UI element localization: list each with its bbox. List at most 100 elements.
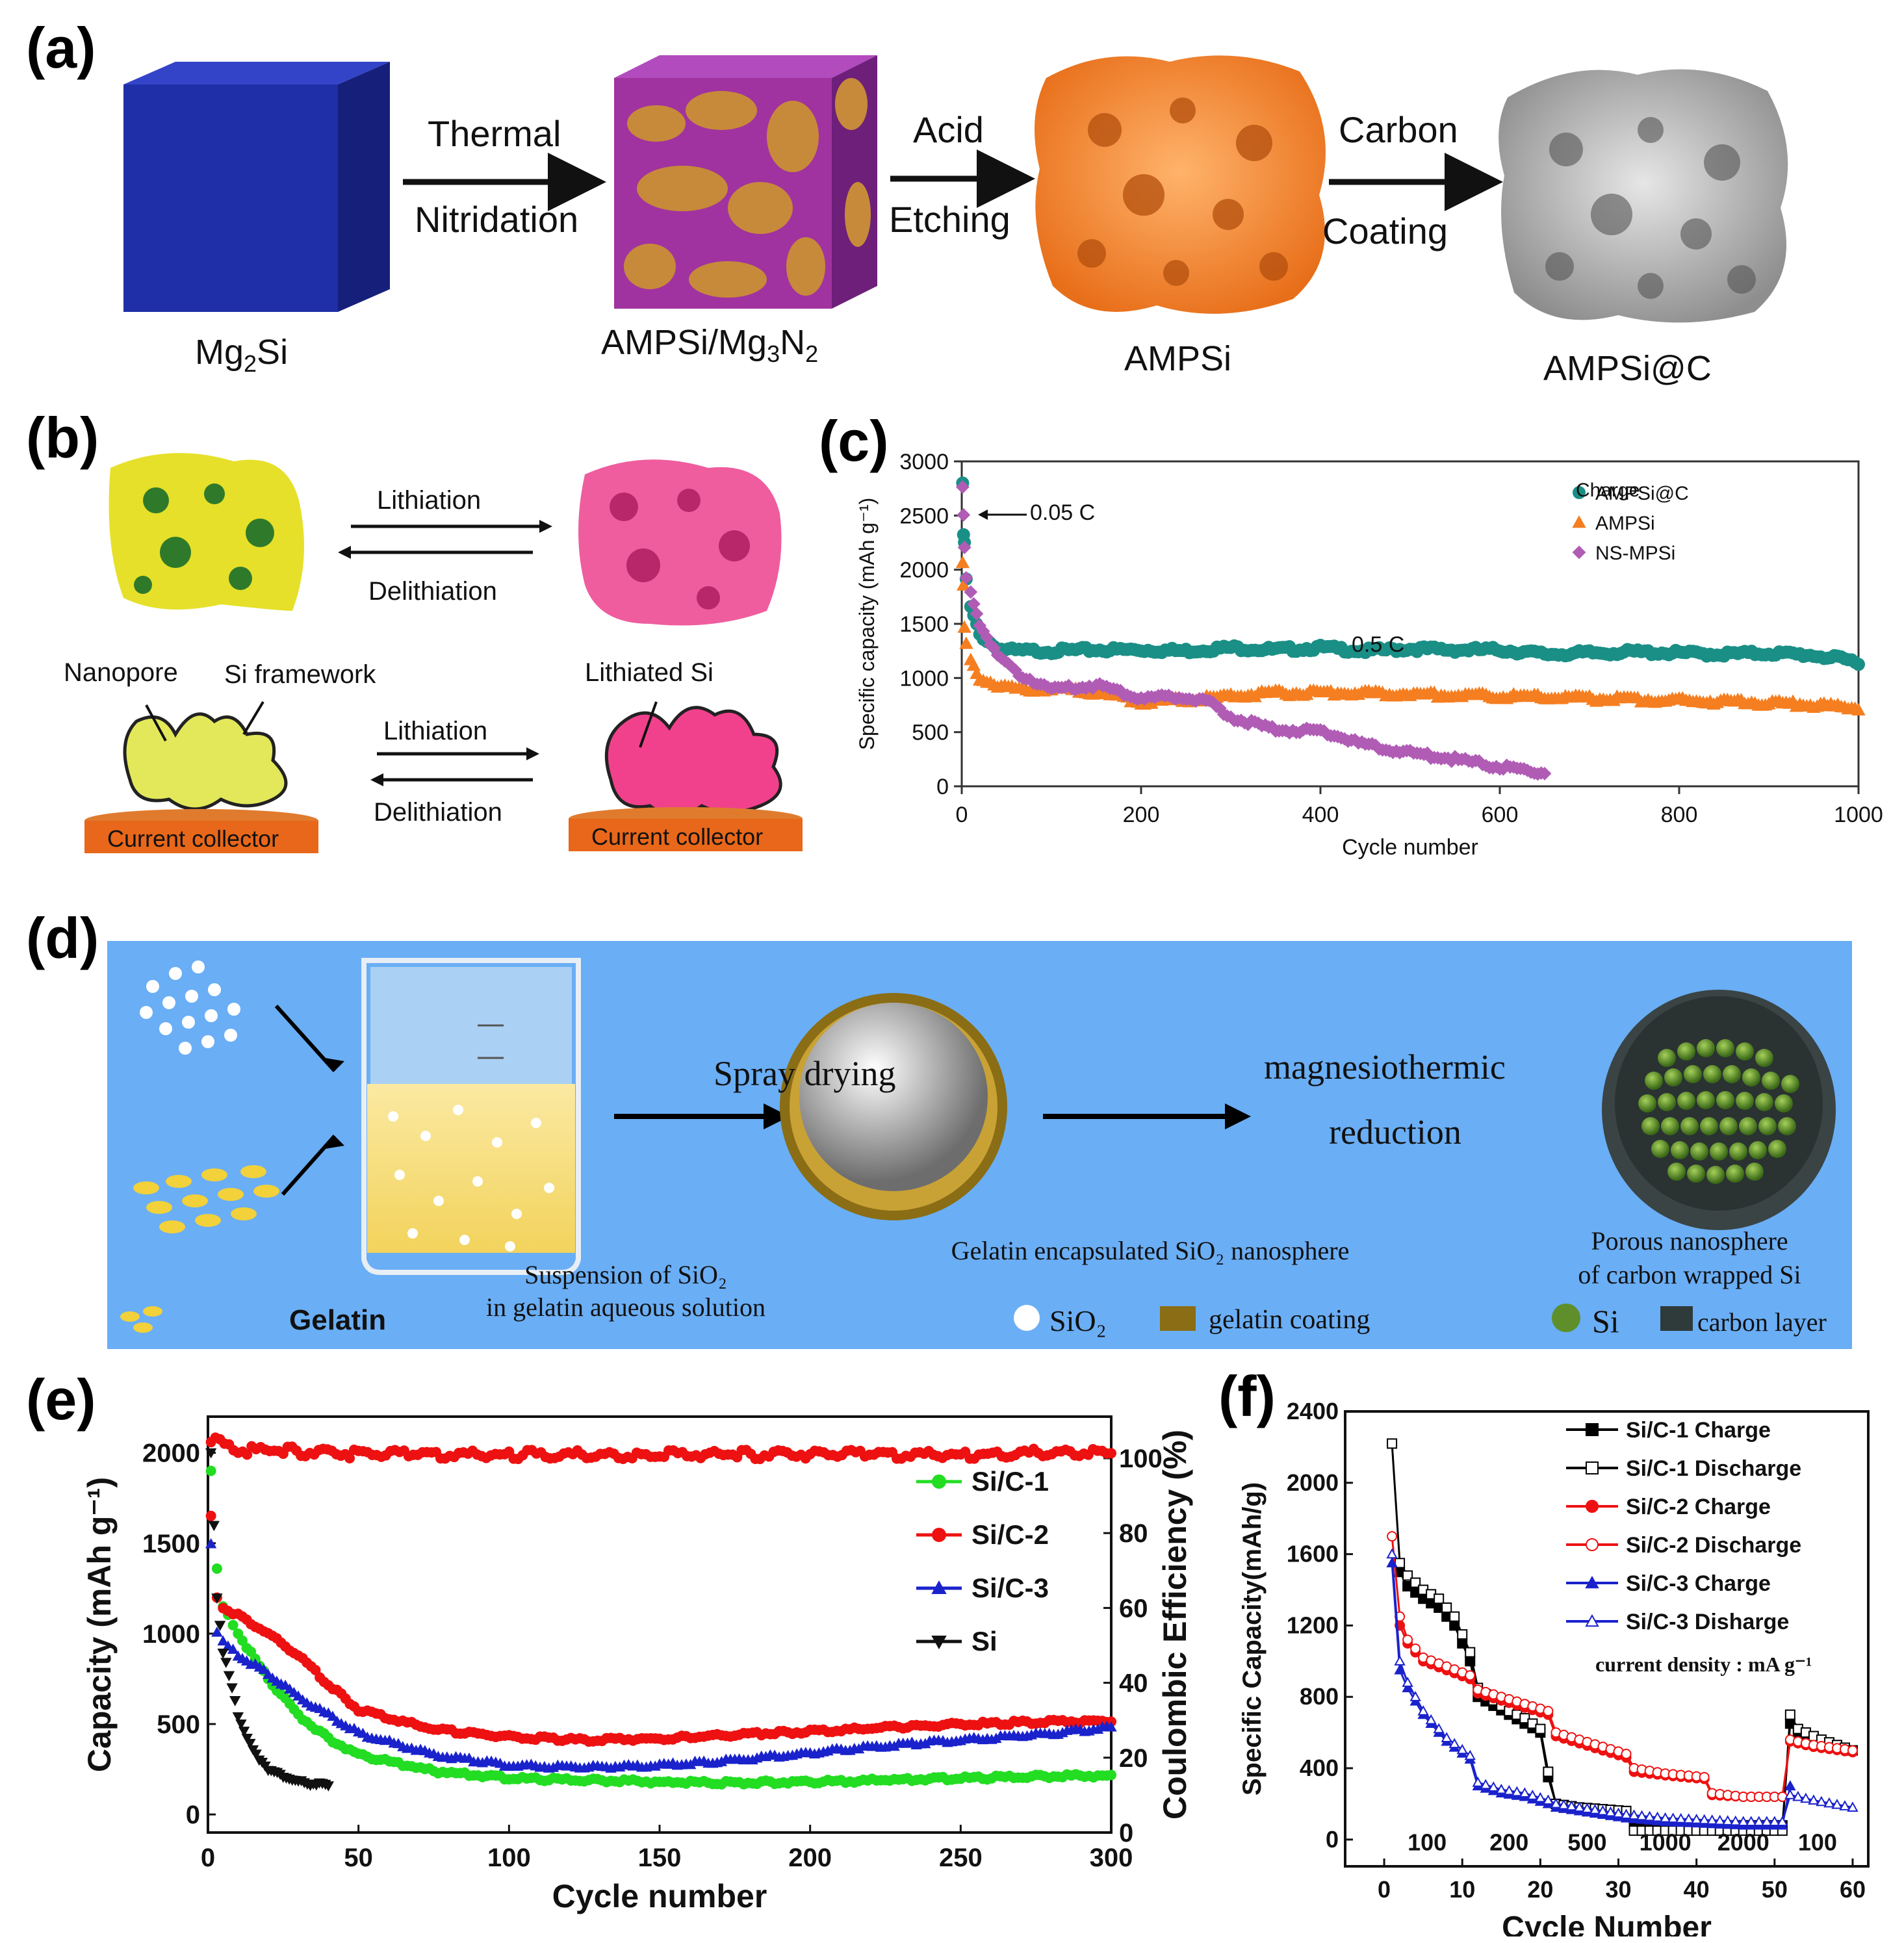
f-point-Si/C-3 Disharge bbox=[1831, 1798, 1843, 1809]
f-point-Si/C-3 Disharge bbox=[1847, 1801, 1859, 1812]
f-point-Si/C-3 Disharge bbox=[1425, 1714, 1437, 1725]
c-legend-title: Charge bbox=[1576, 480, 1640, 501]
beaker-icon bbox=[361, 958, 581, 1275]
arrow-a1-top: Thermal bbox=[428, 113, 561, 154]
e-xtick-label: 50 bbox=[344, 1844, 373, 1872]
f-xtick-label: 20 bbox=[1527, 1876, 1553, 1903]
legend-si-marker bbox=[1552, 1304, 1580, 1332]
lithiated-si-blob bbox=[604, 706, 782, 817]
f-point-Si/C-3 Disharge bbox=[1433, 1723, 1445, 1734]
e-y2tick-label: 0 bbox=[1119, 1819, 1133, 1847]
e-point-Si/C-3 bbox=[217, 1635, 229, 1646]
f-point-Si/C-3 Disharge bbox=[1777, 1816, 1788, 1826]
e-point-Si bbox=[322, 1781, 335, 1792]
f-point-Si/C-3 Disharge bbox=[1511, 1786, 1523, 1797]
f-point-Si/C-3 Disharge bbox=[1769, 1816, 1781, 1826]
e-xlabel: Cycle number bbox=[552, 1878, 767, 1914]
f-point-Si/C-3 Disharge bbox=[1636, 1810, 1648, 1821]
e-point-Si/C-3 bbox=[327, 1710, 339, 1721]
c-xtick-label: 0 bbox=[956, 803, 968, 827]
f-point-Si/C-3 Disharge bbox=[1620, 1808, 1632, 1819]
f-xtick-label: 30 bbox=[1605, 1876, 1631, 1903]
c-point-NS-MPSi bbox=[959, 571, 973, 585]
e-point-Si/C-3 bbox=[211, 1627, 223, 1637]
lithiated-foam-pink bbox=[578, 459, 782, 626]
c-point-AMPSi bbox=[959, 636, 973, 649]
e-ytick-label: 1000 bbox=[142, 1620, 200, 1649]
f-rate-label: 200 bbox=[1489, 1829, 1528, 1855]
f-legend-marker-Si/C-2 Discharge bbox=[1586, 1538, 1599, 1551]
c-ytick-label: 1500 bbox=[899, 612, 949, 637]
d-porous-2: of carbon wrapped Si bbox=[1578, 1260, 1801, 1289]
gelatin-sphere bbox=[780, 980, 1007, 1240]
e-point-Si/C-3 bbox=[222, 1640, 234, 1651]
f-point-Si/C-3 Disharge bbox=[1730, 1815, 1742, 1826]
f-point-Si/C-3 Charge bbox=[1784, 1780, 1796, 1791]
f-legend-label: Si/C-2 Discharge bbox=[1626, 1533, 1801, 1558]
f-point-Si/C-1 Discharge bbox=[1434, 1593, 1445, 1604]
f-point-Si/C-3 Disharge bbox=[1839, 1800, 1851, 1810]
c-ytick-label: 1000 bbox=[899, 666, 949, 691]
f-point-Si/C-2 Discharge bbox=[1543, 1706, 1554, 1717]
e-point-Si/C-3 bbox=[205, 1538, 217, 1549]
carbon-bowl bbox=[1602, 990, 1836, 1230]
current-collector-left bbox=[84, 821, 318, 853]
f-xlabel: Cycle Number bbox=[1502, 1911, 1712, 1937]
f-ylabel: Specific Capacity(mAh/g) bbox=[1238, 1482, 1267, 1795]
f-xtick-label: 40 bbox=[1684, 1876, 1710, 1903]
f-point-Si/C-1 Discharge bbox=[1449, 1611, 1460, 1622]
d-gelatin-caption: Gelatin encapsulated SiO₂ nanosphere bbox=[951, 1236, 1350, 1265]
c-ylabel: Specific capacity (mAh g⁻¹) bbox=[855, 498, 879, 751]
f-legend-label: Si/C-1 Charge bbox=[1626, 1418, 1771, 1443]
e-point-Coulombic Efficiency bbox=[344, 1452, 355, 1463]
e-point-Si bbox=[223, 1671, 235, 1682]
panel-a-diagram bbox=[123, 55, 1788, 323]
f-legend-label: Si/C-1 Discharge bbox=[1626, 1456, 1801, 1481]
e-point-Si/C-3 bbox=[357, 1727, 369, 1738]
f-point-Si/C-3 Disharge bbox=[1565, 1800, 1578, 1811]
f-point-Si/C-3 Disharge bbox=[1448, 1738, 1460, 1749]
e-legend-marker-Si/C-3 bbox=[931, 1580, 947, 1594]
f-point-Si/C-3 Disharge bbox=[1800, 1792, 1812, 1803]
e-legend-marker-Si/C-1 bbox=[932, 1474, 946, 1489]
f-point-Si/C-3 Disharge bbox=[1495, 1783, 1507, 1794]
f-point-Si/C-3 Disharge bbox=[1808, 1794, 1820, 1805]
f-point-Si/C-3 Disharge bbox=[1698, 1814, 1710, 1825]
d-gelatin-label: Gelatin bbox=[289, 1304, 387, 1336]
f-point-Si/C-1 Discharge bbox=[1457, 1629, 1468, 1640]
f-point-Si/C-3 Disharge bbox=[1503, 1784, 1515, 1795]
f-legend-label: Si/C-3 Disharge bbox=[1626, 1610, 1789, 1634]
c-legend-label: AMPSi@C bbox=[1595, 483, 1689, 504]
b-lithiated-si: Lithiated Si bbox=[585, 658, 714, 687]
f-point-Si/C-1 Discharge bbox=[1410, 1577, 1421, 1588]
e-y2tick-label: 80 bbox=[1119, 1519, 1148, 1548]
f-point-Si/C-3 Disharge bbox=[1573, 1801, 1586, 1812]
step-ampsi-mg3n2: AMPSi/Mg3N2 bbox=[601, 323, 819, 367]
e-ylabel: Capacity (mAh g⁻¹) bbox=[81, 1477, 118, 1772]
f-rate-label: 100 bbox=[1408, 1829, 1447, 1855]
e-point-Si bbox=[214, 1621, 226, 1631]
f-point-Si/C-1 Discharge bbox=[1535, 1723, 1546, 1734]
gelatin-particles bbox=[133, 1165, 279, 1233]
f-ytick-label: 0 bbox=[1326, 1826, 1339, 1853]
e-y2tick-label: 100 bbox=[1119, 1445, 1163, 1473]
ampsi-foam bbox=[1035, 55, 1326, 314]
legend-sio2-marker bbox=[1014, 1305, 1040, 1331]
e-point-Si/C-3 bbox=[292, 1690, 304, 1701]
f-point-Si/C-2 Discharge bbox=[1410, 1643, 1421, 1654]
step-ampsi-c: AMPSi@C bbox=[1543, 349, 1712, 388]
d-legend-carbon: carbon layer bbox=[1697, 1307, 1827, 1337]
e-y2tick-label: 60 bbox=[1119, 1594, 1148, 1623]
f-point-Si/C-1 Discharge bbox=[1465, 1647, 1476, 1658]
f-point-Si/C-3 Disharge bbox=[1659, 1812, 1671, 1823]
f-legend-label: Si/C-3 Charge bbox=[1626, 1571, 1771, 1596]
e-point-Si/C-1 bbox=[205, 1465, 216, 1476]
f-point-Si/C-3 Disharge bbox=[1667, 1812, 1679, 1823]
e-point-Si bbox=[220, 1658, 232, 1668]
e-point-Coulombic Efficiency bbox=[242, 1449, 253, 1460]
e-ytick-label: 1500 bbox=[142, 1530, 200, 1558]
e-ytick-label: 2000 bbox=[142, 1439, 200, 1468]
panel-b-diagram bbox=[84, 453, 803, 853]
e-point-Si bbox=[226, 1683, 238, 1693]
f-point-Si/C-1 Discharge bbox=[1387, 1438, 1398, 1449]
